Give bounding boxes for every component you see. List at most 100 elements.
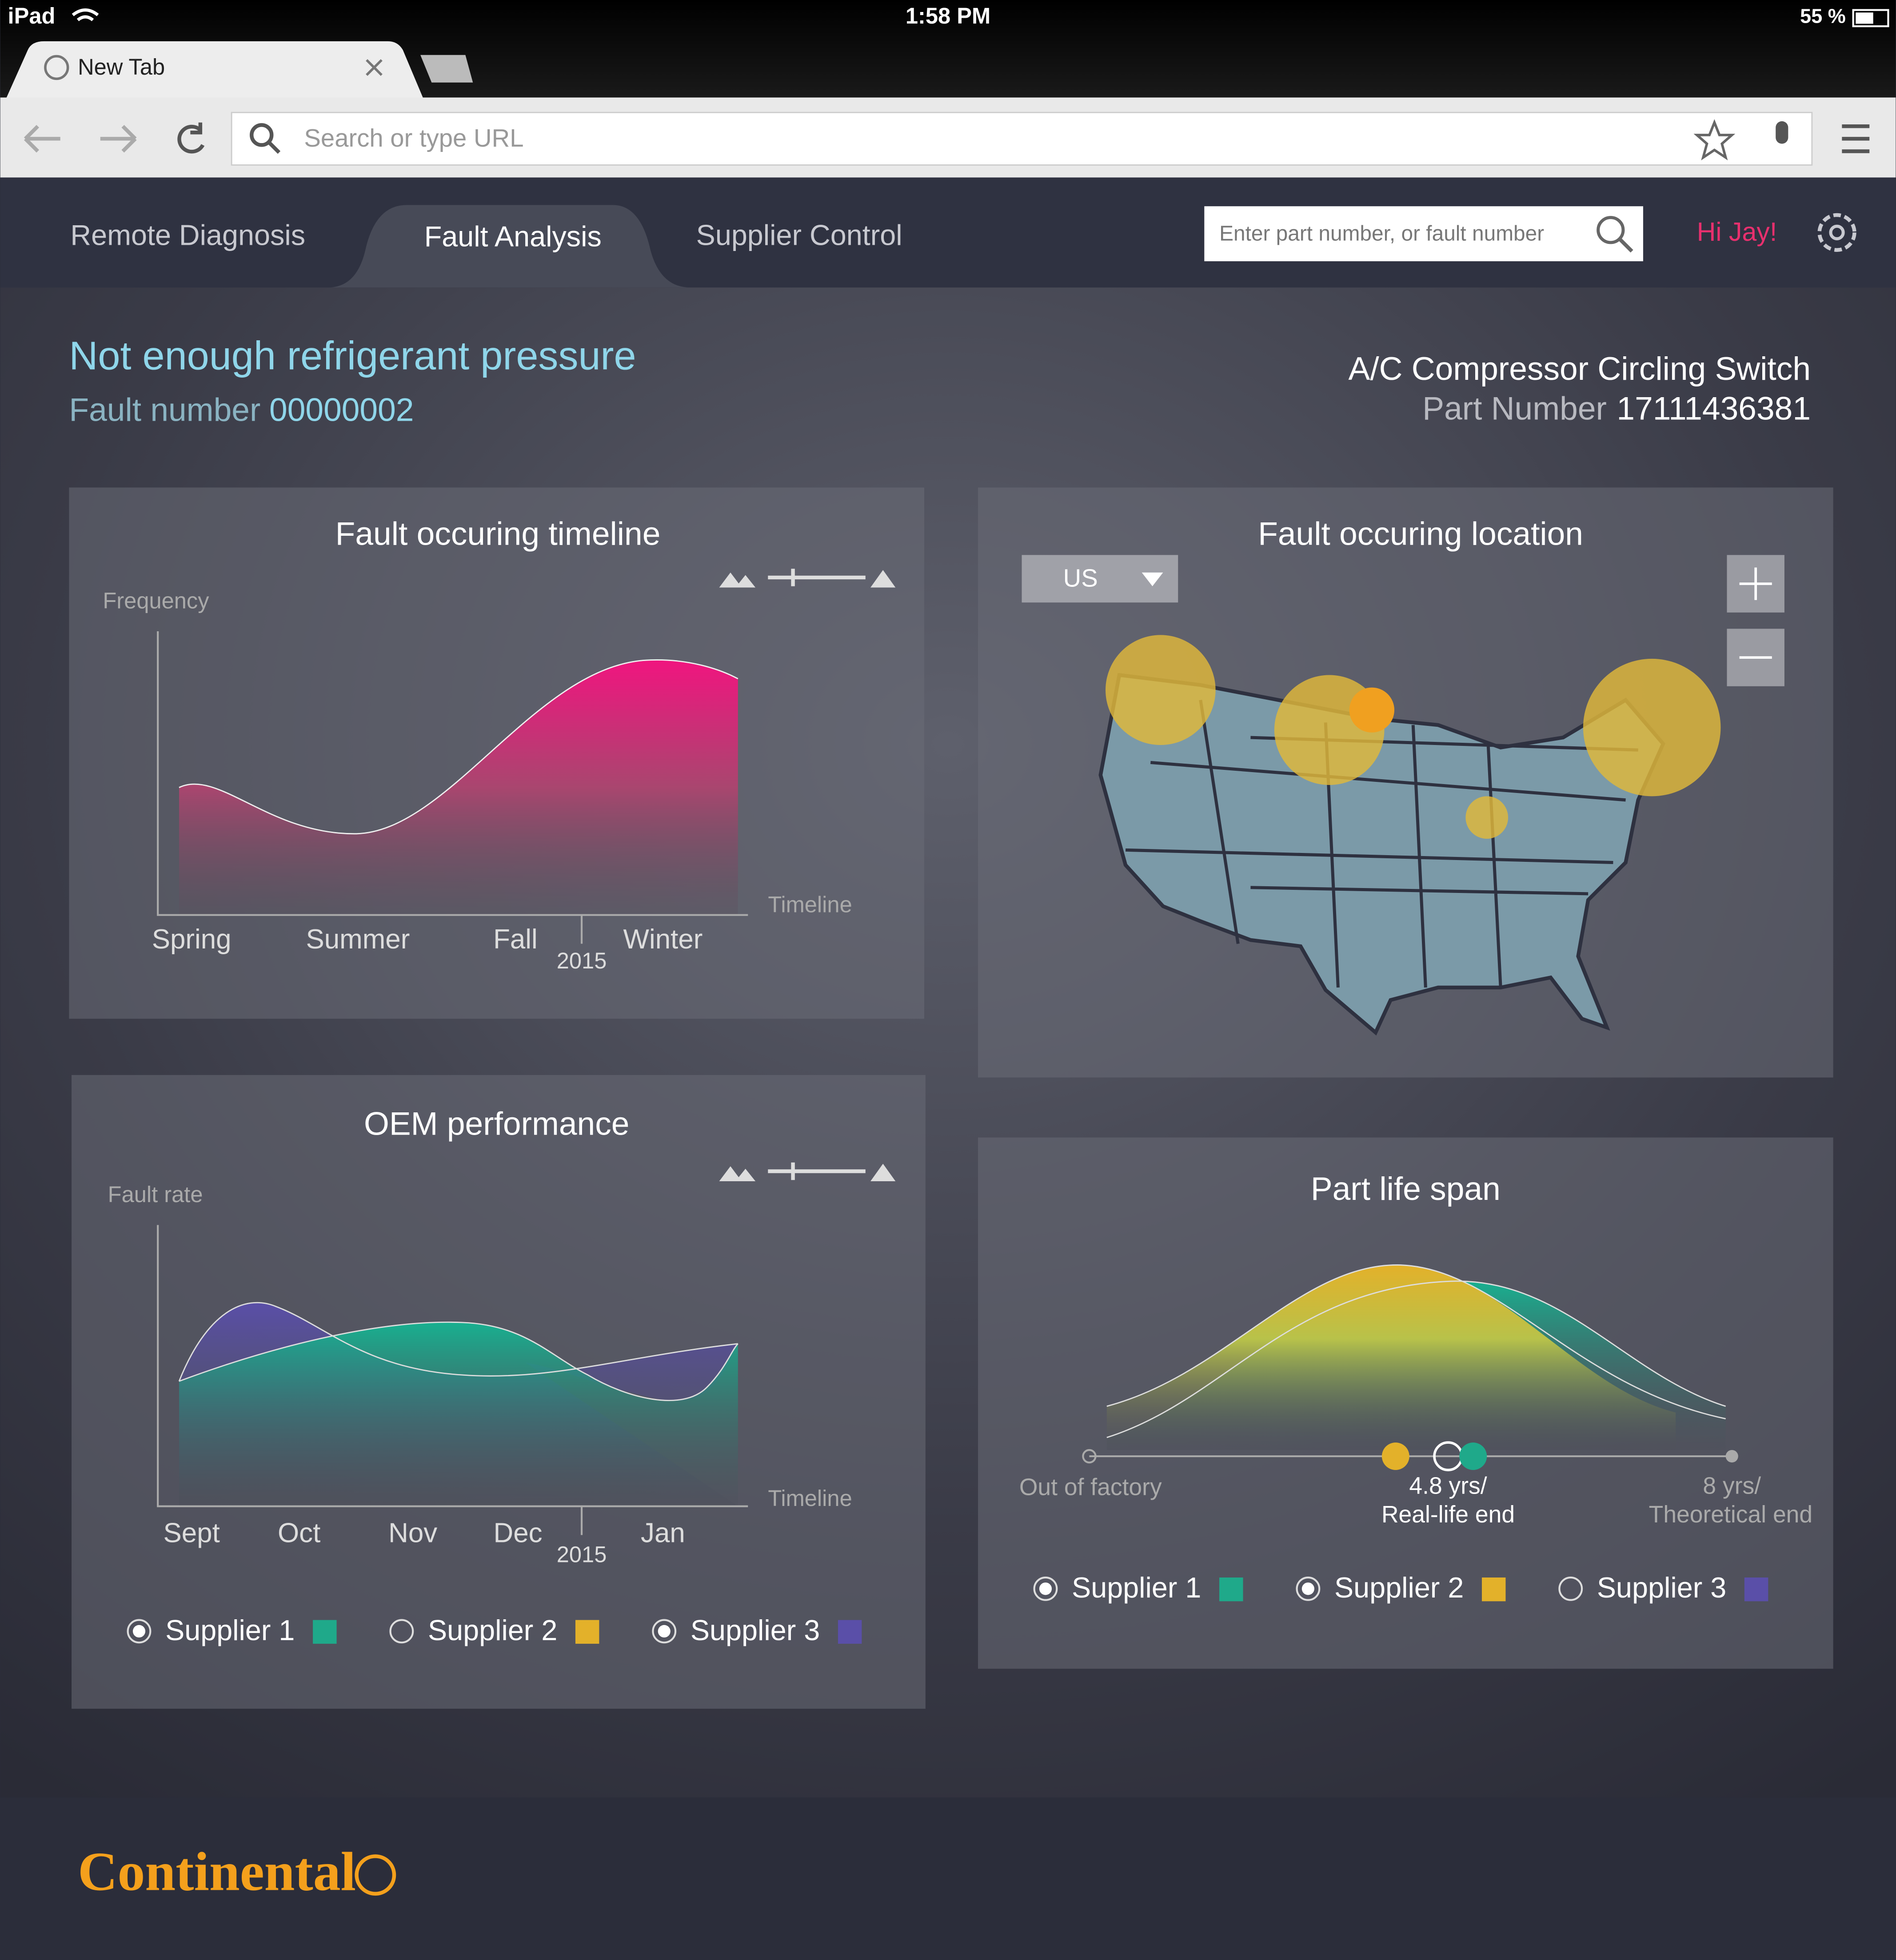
supplier2-marker[interactable] xyxy=(1381,1442,1409,1470)
part-name: A/C Compressor Circling Switch xyxy=(1349,351,1811,387)
device: iPad xyxy=(8,3,56,28)
panel-title: Fault occuring location xyxy=(1258,515,1583,552)
url-placeholder: Search or type URL xyxy=(304,124,523,152)
plus-icon xyxy=(1739,567,1772,600)
panel-title: Fault occuring timeline xyxy=(335,515,661,552)
start-label: Out of factory xyxy=(1019,1474,1162,1500)
nav-tab[interactable]: Remote Diagnosis xyxy=(70,219,305,251)
part-search-box[interactable] xyxy=(1204,206,1643,262)
fault-bubble[interactable] xyxy=(1106,635,1216,745)
browser-tab[interactable] xyxy=(6,41,423,98)
battery-level xyxy=(1856,12,1873,24)
category-label: Dec xyxy=(494,1518,543,1549)
legend-swatch xyxy=(1219,1577,1243,1601)
fault-bubble[interactable] xyxy=(1349,687,1395,733)
supplier1-area xyxy=(179,1322,738,1506)
category-label: Oct xyxy=(278,1518,320,1549)
legend-label: Supplier 1 xyxy=(165,1614,295,1646)
bookmark-star[interactable] xyxy=(1693,119,1736,161)
legend-swatch xyxy=(575,1620,599,1644)
axes xyxy=(157,1225,748,1535)
legend-radio-dot xyxy=(1039,1582,1052,1595)
fault-bubble[interactable] xyxy=(1583,658,1721,797)
tab-close[interactable] xyxy=(366,59,383,76)
legend-label: Supplier 2 xyxy=(1334,1571,1464,1604)
fault-title: Not enough refrigerant pressure xyxy=(69,333,636,378)
legend-radio[interactable] xyxy=(652,1619,677,1644)
greeting: Hi Jay! xyxy=(1697,217,1777,247)
reload-button[interactable] xyxy=(177,122,205,154)
start-marker xyxy=(1082,1449,1097,1464)
legend-swatch xyxy=(838,1620,862,1644)
theoretical-end-value: 8 yrs/ xyxy=(1703,1473,1761,1499)
slider-track xyxy=(768,569,866,586)
legend-radio-dot xyxy=(658,1625,671,1638)
legend-swatch xyxy=(313,1620,337,1644)
battery-icon xyxy=(1852,9,1889,28)
legend-radio[interactable] xyxy=(389,1619,414,1644)
x-axis-label: Timeline xyxy=(768,892,852,917)
axes xyxy=(157,631,748,944)
legend-label: Supplier 1 xyxy=(1072,1571,1201,1604)
category-label: Sept xyxy=(164,1518,220,1549)
part-search-icon-handle xyxy=(1618,237,1633,253)
settings-button[interactable] xyxy=(1817,213,1856,252)
x-axis-label: Timeline xyxy=(768,1486,852,1511)
frequency-area xyxy=(179,660,738,915)
legend-radio[interactable] xyxy=(1033,1576,1058,1601)
end-marker xyxy=(1725,1450,1738,1463)
time: 1:58 PM xyxy=(906,3,990,28)
y-axis-label: Frequency xyxy=(103,588,209,613)
brand-emblem xyxy=(355,1854,396,1896)
frequency-line xyxy=(179,659,738,835)
wifi-icon xyxy=(72,8,99,21)
part-number: 17111436381 xyxy=(1617,390,1811,427)
brand-logo: Continental xyxy=(78,1841,356,1902)
nav-tab[interactable]: Supplier Control xyxy=(696,219,902,251)
zoom-slider[interactable] xyxy=(719,569,896,588)
fault-number-label: Fault number xyxy=(69,392,260,428)
supplier1-marker[interactable] xyxy=(1459,1442,1487,1470)
part-search-icon[interactable] xyxy=(1597,216,1625,244)
active-tab xyxy=(327,205,691,288)
legend-label: Supplier 3 xyxy=(1597,1571,1726,1604)
back-button[interactable] xyxy=(24,125,60,153)
search-icon xyxy=(250,123,274,147)
slider-icons xyxy=(719,570,896,588)
nav-tab[interactable]: Fault Analysis xyxy=(424,220,602,253)
zoom-slider[interactable] xyxy=(719,1162,896,1182)
panel-title: OEM performance xyxy=(364,1106,630,1142)
footer xyxy=(0,1797,1896,1960)
slider-track xyxy=(768,1162,866,1180)
fault-number: 00000002 xyxy=(269,392,414,428)
fault-bubble[interactable] xyxy=(1465,796,1509,839)
category-label: Winter xyxy=(623,924,703,955)
new-tab-button[interactable] xyxy=(420,55,473,83)
supplier2-curve-area xyxy=(1106,1265,1676,1450)
category-label: Jan xyxy=(641,1518,685,1549)
legend-swatch xyxy=(1744,1577,1768,1601)
battery: 55 % xyxy=(1800,4,1846,27)
panel-title: Part life span xyxy=(1311,1171,1501,1207)
category-label: Spring xyxy=(152,924,232,955)
category-label: Fall xyxy=(493,924,538,955)
mic-icon[interactable] xyxy=(1776,121,1788,144)
legend-swatch xyxy=(1481,1577,1506,1601)
legend-radio[interactable] xyxy=(127,1619,152,1644)
menu-button[interactable] xyxy=(1842,124,1870,153)
url-bar[interactable] xyxy=(231,112,1813,166)
part-number-line: Part Number 17111436381 xyxy=(1422,390,1811,427)
globe-icon xyxy=(44,55,69,80)
legend-label: Supplier 2 xyxy=(428,1614,557,1646)
legend-radio[interactable] xyxy=(1296,1576,1321,1601)
year-label: 2015 xyxy=(557,948,607,973)
fault-number-line: Fault number 00000002 xyxy=(69,392,414,428)
us-map xyxy=(1098,673,1665,1036)
legend-radio[interactable] xyxy=(1558,1576,1583,1601)
region: US xyxy=(1063,564,1098,592)
year-label: 2015 xyxy=(557,1542,607,1567)
forward-button[interactable] xyxy=(100,125,137,153)
state-borders xyxy=(1125,700,1638,988)
